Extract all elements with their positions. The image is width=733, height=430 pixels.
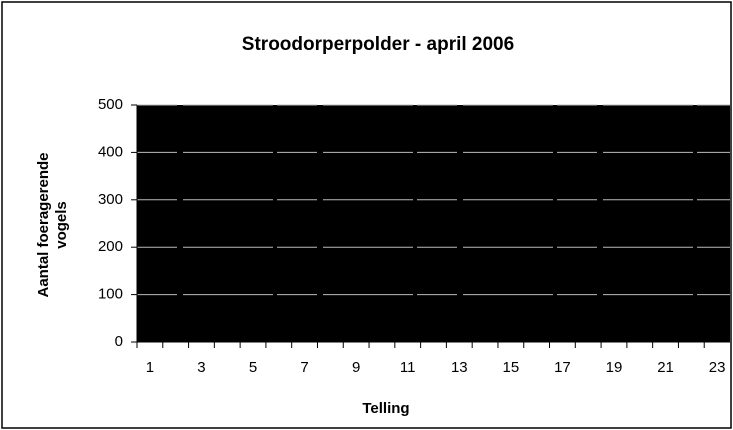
y-axis-label: vogels — [53, 201, 70, 249]
x-tick-label: 1 — [146, 359, 154, 376]
x-tick-label: 3 — [197, 359, 205, 376]
x-tick-label: 23 — [709, 359, 726, 376]
x-tick-label: 11 — [400, 359, 416, 376]
x-tick-label: 9 — [352, 359, 360, 376]
x-tick-label: 7 — [300, 359, 308, 376]
plot-area — [137, 105, 730, 342]
y-tick-label: 500 — [98, 96, 123, 113]
y-tick-label: 200 — [98, 238, 123, 255]
y-tick-label: 300 — [98, 191, 123, 208]
x-tick-label: 17 — [554, 359, 571, 376]
x-tick-label: 15 — [503, 359, 520, 376]
x-tick-label: 13 — [451, 359, 468, 376]
chart-title: Stroodorperpolder - april 2006 — [242, 34, 514, 55]
x-tick-label: 5 — [249, 359, 257, 376]
x-axis-label: Telling — [362, 400, 409, 417]
y-tick-label: 100 — [98, 286, 123, 303]
y-tick-label: 0 — [115, 333, 123, 350]
x-tick-label: 21 — [657, 359, 674, 376]
y-tick-label: 400 — [98, 143, 123, 160]
y-axis-label: Aantal foeragerende — [35, 152, 52, 297]
x-tick-label: 19 — [606, 359, 623, 376]
